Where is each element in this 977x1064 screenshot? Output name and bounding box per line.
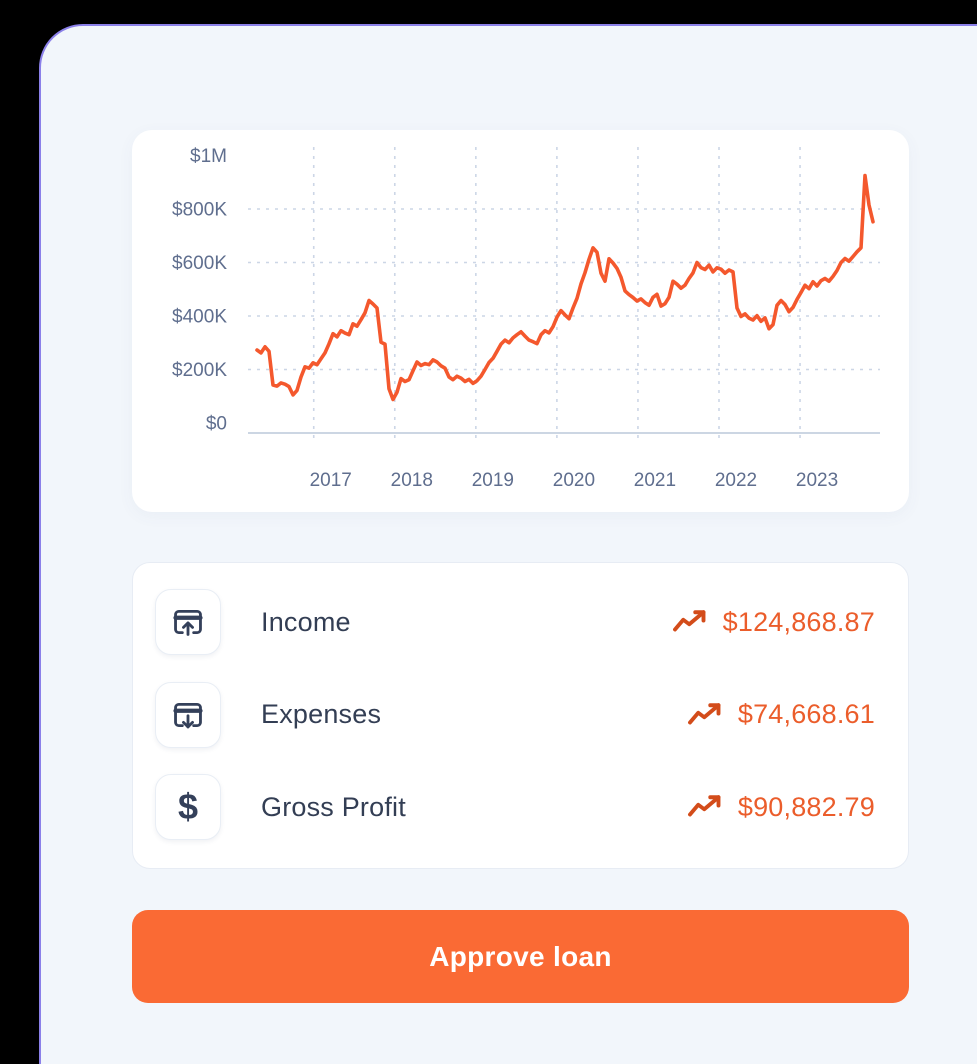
summary-row-value: $124,868.87 (722, 606, 875, 637)
summary-row-label: Gross Profit (261, 791, 406, 822)
y-tick-label: $200K (172, 360, 227, 381)
card-arrow-up-icon (155, 589, 221, 655)
x-tick-label: 2020 (553, 470, 595, 491)
financial-summary-card: Income $124,868.87 Expenses $74,668.61 $ Gros… (132, 562, 909, 869)
x-tick-label: 2021 (634, 470, 676, 491)
x-tick-label: 2017 (310, 470, 352, 491)
y-tick-label: $0 (206, 414, 227, 435)
summary-row-label: Expenses (261, 699, 382, 729)
x-tick-label: 2023 (796, 470, 838, 491)
revenue-line-series (255, 173, 875, 402)
trending-up-icon (672, 608, 708, 636)
y-tick-label: $600K (172, 253, 227, 274)
revenue-line-chart: $0 $200K $400K $600K $800K $1M 2017 2018 2019 202… (172, 146, 880, 491)
card-arrow-down-icon (155, 681, 221, 748)
approve-loan-button[interactable]: Approve loan (132, 910, 909, 1003)
summary-row-income: Income $124,868.87 (155, 589, 875, 655)
y-tick-label: $400K (172, 307, 227, 328)
x-tick-label: 2018 (391, 470, 433, 491)
y-tick-label: $800K (172, 200, 227, 221)
summary-row-label: Income (261, 606, 351, 637)
x-tick-label: 2022 (715, 470, 757, 491)
summary-row-value: $90,882.79 (737, 791, 875, 822)
y-tick-label: $1M (190, 146, 227, 167)
summary-row-value: $74,668.61 (737, 699, 875, 729)
revenue-chart-card: $0 $200K $400K $600K $800K $1M 2017 2018 2019 202… (132, 130, 909, 512)
summary-row-gross-profit: $ Gross Profit $90,882.79 (155, 774, 875, 840)
x-tick-label: 2019 (472, 470, 514, 491)
trending-up-icon (687, 793, 723, 821)
dollar-icon: $ (155, 774, 221, 840)
summary-row-expenses: Expenses $74,668.61 (155, 681, 875, 748)
trending-up-icon (687, 701, 723, 729)
dashboard-panel: $0 $200K $400K $600K $800K $1M 2017 2018 2019 202… (39, 24, 977, 1064)
